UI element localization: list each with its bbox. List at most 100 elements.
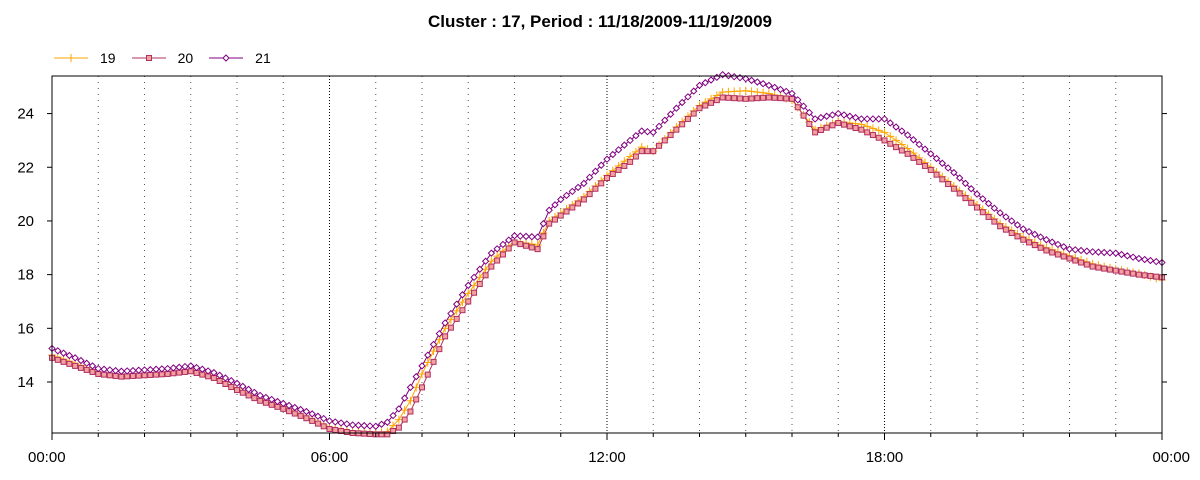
data-point bbox=[903, 131, 912, 139]
data-point bbox=[424, 351, 432, 359]
data-point bbox=[984, 199, 993, 208]
axes: 00:00 06:00 12:00 18:00 00:00 14 16 18 20 22 24 bbox=[17, 106, 1190, 466]
data-point bbox=[111, 366, 120, 375]
data-point bbox=[1146, 256, 1155, 265]
data-point bbox=[89, 368, 96, 375]
data-point bbox=[829, 122, 836, 129]
data-point bbox=[990, 204, 999, 212]
data-point bbox=[794, 96, 802, 104]
data-point bbox=[892, 123, 900, 131]
data-point bbox=[672, 104, 681, 112]
data-point bbox=[372, 422, 380, 430]
data-point bbox=[851, 113, 860, 122]
data-point bbox=[857, 115, 866, 123]
data-point bbox=[1020, 236, 1027, 243]
series-21 bbox=[48, 70, 1166, 430]
data-point bbox=[604, 175, 610, 181]
data-point bbox=[325, 417, 334, 425]
grid bbox=[97, 76, 1117, 433]
data-point bbox=[204, 367, 212, 375]
data-point bbox=[864, 129, 871, 136]
data-point bbox=[603, 155, 611, 163]
data-point bbox=[505, 245, 512, 252]
data-point bbox=[887, 140, 894, 147]
data-point bbox=[146, 365, 154, 374]
data-point bbox=[406, 396, 415, 405]
data-point bbox=[580, 179, 588, 188]
data-point bbox=[77, 364, 84, 371]
legend-item-20: 20 bbox=[130, 50, 194, 66]
data-point bbox=[880, 128, 889, 137]
data-point bbox=[800, 112, 807, 119]
data-point bbox=[569, 204, 576, 211]
data-point bbox=[719, 94, 726, 101]
data-point bbox=[106, 366, 114, 374]
legend-label: 20 bbox=[177, 50, 194, 66]
data-point bbox=[909, 136, 918, 144]
data-point bbox=[123, 367, 131, 375]
legend-swatch bbox=[54, 54, 88, 62]
data-point bbox=[563, 208, 570, 215]
data-point bbox=[476, 281, 483, 288]
data-point bbox=[598, 180, 605, 187]
data-point bbox=[967, 185, 975, 193]
data-point bbox=[267, 395, 276, 404]
data-point bbox=[181, 362, 189, 371]
data-point bbox=[614, 146, 623, 154]
data-point bbox=[753, 88, 762, 97]
data-point bbox=[557, 212, 564, 219]
data-point bbox=[655, 122, 663, 131]
data-point bbox=[216, 377, 223, 384]
data-point bbox=[302, 407, 311, 416]
data-point bbox=[545, 206, 553, 214]
data-point bbox=[66, 360, 73, 367]
data-point bbox=[644, 148, 651, 155]
data-point bbox=[852, 125, 859, 132]
data-point bbox=[760, 94, 767, 101]
legend-item-21: 21 bbox=[207, 50, 271, 66]
data-point bbox=[1147, 272, 1154, 279]
data-point bbox=[436, 346, 443, 353]
data-point bbox=[765, 94, 772, 101]
y-tick-label: 22 bbox=[17, 159, 34, 176]
data-point bbox=[731, 95, 738, 102]
data-point bbox=[893, 144, 900, 151]
data-point bbox=[1140, 255, 1149, 264]
data-point bbox=[458, 298, 467, 307]
data-point bbox=[868, 124, 877, 133]
data-point bbox=[834, 109, 842, 118]
data-point bbox=[702, 102, 709, 109]
data-point bbox=[886, 119, 894, 127]
data-point bbox=[713, 97, 720, 104]
data-point bbox=[163, 364, 172, 373]
data-point bbox=[1060, 243, 1068, 251]
data-point bbox=[921, 145, 929, 153]
data-point bbox=[1025, 227, 1033, 236]
data-point bbox=[332, 426, 339, 433]
data-point bbox=[985, 213, 992, 220]
data-point bbox=[1019, 225, 1027, 233]
data-point bbox=[296, 405, 305, 414]
data-point bbox=[539, 219, 548, 228]
data-point bbox=[348, 421, 357, 429]
legend-swatch bbox=[131, 55, 166, 61]
data-point bbox=[210, 368, 218, 377]
data-point bbox=[88, 362, 97, 370]
data-point bbox=[522, 232, 530, 241]
data-point bbox=[551, 216, 558, 223]
data-point bbox=[910, 154, 917, 161]
data-point bbox=[441, 319, 449, 327]
data-point bbox=[152, 365, 160, 373]
data-point bbox=[1031, 242, 1038, 249]
data-point bbox=[192, 363, 201, 372]
data-point bbox=[742, 74, 750, 83]
data-point bbox=[794, 104, 801, 111]
data-point bbox=[419, 384, 425, 391]
data-point bbox=[389, 411, 397, 420]
data-point bbox=[684, 93, 692, 101]
x-tick-label: 12:00 bbox=[588, 449, 626, 466]
data-point bbox=[418, 369, 426, 378]
data-point bbox=[233, 379, 241, 388]
data-point bbox=[1077, 246, 1085, 255]
data-point bbox=[215, 371, 224, 379]
